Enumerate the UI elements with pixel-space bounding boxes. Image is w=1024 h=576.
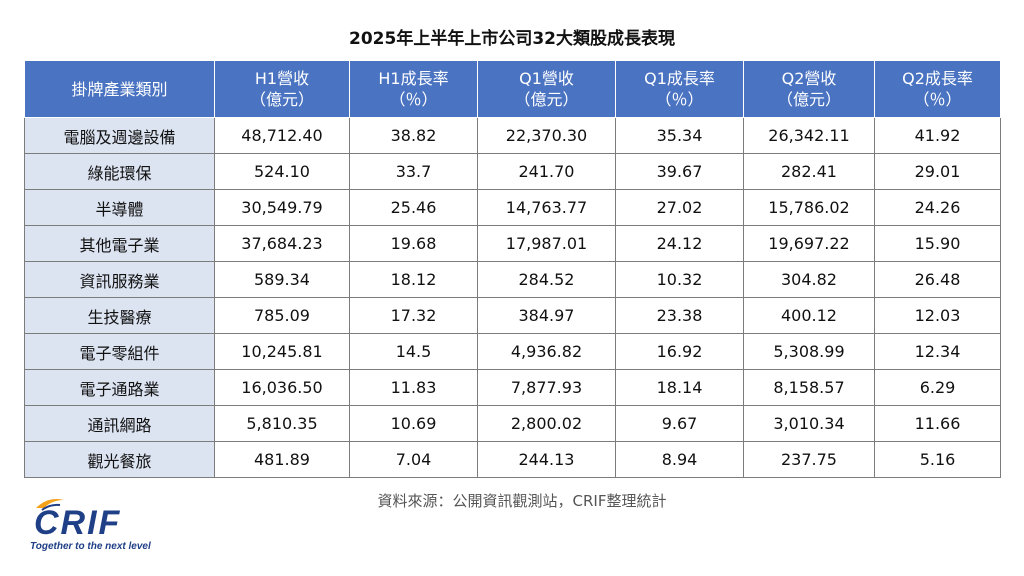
table-row: 資訊服務業 589.34 18.12 284.52 10.32 304.82 26.48 bbox=[24, 261, 1001, 298]
value-cell: 19.68 bbox=[349, 225, 478, 262]
value-cell: 39.67 bbox=[615, 153, 744, 190]
table-row: 電子通路業 16,036.50 11.83 7,877.93 18.14 8,158.57… bbox=[24, 369, 1001, 406]
table-row: 半導體 30,549.79 25.46 14,763.77 27.02 15,786.02… bbox=[24, 189, 1001, 226]
value-cell: 26.48 bbox=[874, 261, 1001, 298]
category-cell: 通訊網路 bbox=[24, 405, 215, 442]
value-cell: 11.83 bbox=[349, 369, 478, 406]
value-cell: 30,549.79 bbox=[214, 189, 350, 226]
value-cell: 25.46 bbox=[349, 189, 478, 226]
category-cell: 資訊服務業 bbox=[24, 261, 215, 298]
header-h1-revenue: H1營收 （億元） bbox=[214, 60, 350, 118]
table-title: 2025年上半年上市公司32大類股成長表現 bbox=[349, 29, 675, 49]
header-row: 掛牌產業類別 H1營收 （億元） H1成長率 （％） Q1營收 （億元） Q1成長率（… bbox=[24, 60, 1001, 118]
value-cell: 7.04 bbox=[349, 441, 478, 478]
value-cell: 7,877.93 bbox=[477, 369, 616, 406]
value-cell: 16.92 bbox=[615, 333, 744, 370]
value-cell: 14,763.77 bbox=[477, 189, 616, 226]
value-cell: 17,987.01 bbox=[477, 225, 616, 262]
value-cell: 481.89 bbox=[214, 441, 350, 478]
value-cell: 284.52 bbox=[477, 261, 616, 298]
value-cell: 33.7 bbox=[349, 153, 478, 190]
category-cell: 觀光餐旅 bbox=[24, 441, 215, 478]
table-row: 生技醫療 785.09 17.32 384.97 23.38 400.12 12.03 bbox=[24, 297, 1001, 334]
value-cell: 38.82 bbox=[349, 117, 478, 154]
value-cell: 785.09 bbox=[214, 297, 350, 334]
category-cell: 其他電子業 bbox=[24, 225, 215, 262]
value-cell: 18.12 bbox=[349, 261, 478, 298]
value-cell: 12.34 bbox=[874, 333, 1001, 370]
category-cell: 電子零組件 bbox=[24, 333, 215, 370]
value-cell: 27.02 bbox=[615, 189, 744, 226]
value-cell: 37,684.23 bbox=[214, 225, 350, 262]
logo-wordmark: CRIF bbox=[34, 504, 121, 542]
category-cell: 綠能環保 bbox=[24, 153, 215, 190]
value-cell: 400.12 bbox=[743, 297, 875, 334]
header-h1-growth: H1成長率 （％） bbox=[349, 60, 478, 118]
category-cell: 半導體 bbox=[24, 189, 215, 226]
table-row: 觀光餐旅 481.89 7.04 244.13 8.94 237.75 5.16 bbox=[24, 441, 1001, 478]
value-cell: 3,010.34 bbox=[743, 405, 875, 442]
value-cell: 41.92 bbox=[874, 117, 1001, 154]
value-cell: 304.82 bbox=[743, 261, 875, 298]
header-q2-growth: Q2成長率 （％） bbox=[874, 60, 1001, 118]
value-cell: 4,936.82 bbox=[477, 333, 616, 370]
value-cell: 18.14 bbox=[615, 369, 744, 406]
category-cell: 電腦及週邊設備 bbox=[24, 117, 215, 154]
value-cell: 5,308.99 bbox=[743, 333, 875, 370]
value-cell: 19,697.22 bbox=[743, 225, 875, 262]
table-row: 通訊網路 5,810.35 10.69 2,800.02 9.67 3,010.34 11.… bbox=[24, 405, 1001, 442]
value-cell: 26,342.11 bbox=[743, 117, 875, 154]
source-note: 資料來源：公開資訊觀測站，CRIF整理統計 bbox=[377, 492, 667, 510]
value-cell: 16,036.50 bbox=[214, 369, 350, 406]
value-cell: 8,158.57 bbox=[743, 369, 875, 406]
value-cell: 29.01 bbox=[874, 153, 1001, 190]
value-cell: 15,786.02 bbox=[743, 189, 875, 226]
value-cell: 5,810.35 bbox=[214, 405, 350, 442]
value-cell: 6.29 bbox=[874, 369, 1001, 406]
value-cell: 384.97 bbox=[477, 297, 616, 334]
table-row: 電子零組件 10,245.81 14.5 4,936.82 16.92 5,308.99 1… bbox=[24, 333, 1001, 370]
value-cell: 2,800.02 bbox=[477, 405, 616, 442]
value-cell: 237.75 bbox=[743, 441, 875, 478]
value-cell: 17.32 bbox=[349, 297, 478, 334]
value-cell: 12.03 bbox=[874, 297, 1001, 334]
header-q2-revenue: Q2營收 （億元） bbox=[743, 60, 875, 118]
value-cell: 23.38 bbox=[615, 297, 744, 334]
value-cell: 9.67 bbox=[615, 405, 744, 442]
value-cell: 15.90 bbox=[874, 225, 1001, 262]
value-cell: 8.94 bbox=[615, 441, 744, 478]
value-cell: 11.66 bbox=[874, 405, 1001, 442]
value-cell: 10,245.81 bbox=[214, 333, 350, 370]
value-cell: 5.16 bbox=[874, 441, 1001, 478]
value-cell: 10.69 bbox=[349, 405, 478, 442]
value-cell: 14.5 bbox=[349, 333, 478, 370]
value-cell: 35.34 bbox=[615, 117, 744, 154]
table-row: 綠能環保 524.10 33.7 241.70 39.67 282.41 29.01 bbox=[24, 153, 1001, 190]
table-row: 電腦及週邊設備 48,712.40 38.82 22,370.30 35.34 26,34… bbox=[24, 117, 1001, 154]
value-cell: 244.13 bbox=[477, 441, 616, 478]
category-cell: 生技醫療 bbox=[24, 297, 215, 334]
value-cell: 24.26 bbox=[874, 189, 1001, 226]
category-cell: 電子通路業 bbox=[24, 369, 215, 406]
header-q1-growth: Q1成長率 （％） bbox=[615, 60, 744, 118]
value-cell: 10.32 bbox=[615, 261, 744, 298]
crif-logo: CRIF bbox=[34, 499, 121, 542]
value-cell: 241.70 bbox=[477, 153, 616, 190]
logo-tagline: Together to the next level bbox=[30, 541, 151, 552]
value-cell: 24.12 bbox=[615, 225, 744, 262]
growth-table: 掛牌產業類別 H1營收 （億元） H1成長率 （％） Q1營收 （億元） Q1成長率（… bbox=[24, 60, 1001, 478]
value-cell: 48,712.40 bbox=[214, 117, 350, 154]
header-q1-revenue: Q1營收 （億元） bbox=[477, 60, 616, 118]
header-category: 掛牌產業類別 bbox=[24, 60, 215, 118]
value-cell: 589.34 bbox=[214, 261, 350, 298]
value-cell: 282.41 bbox=[743, 153, 875, 190]
value-cell: 524.10 bbox=[214, 153, 350, 190]
table-row: 其他電子業 37,684.23 19.68 17,987.01 24.12 19,697.… bbox=[24, 225, 1001, 262]
value-cell: 22,370.30 bbox=[477, 117, 616, 154]
table-body: 電腦及週邊設備 48,712.40 38.82 22,370.30 35.34 26,34… bbox=[24, 117, 1001, 478]
